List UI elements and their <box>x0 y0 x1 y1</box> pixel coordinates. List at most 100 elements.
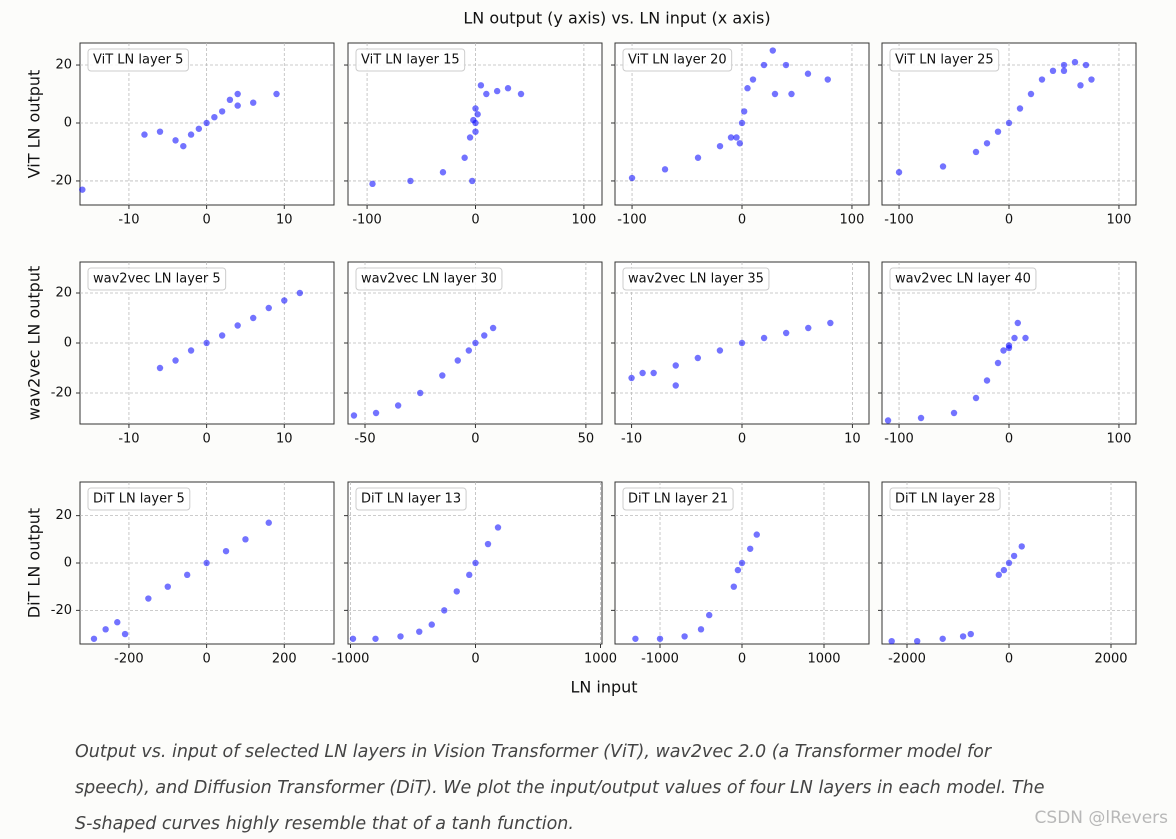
scatter-point <box>740 108 748 115</box>
scatter-point <box>1010 552 1018 560</box>
scatter-point <box>888 637 895 645</box>
x-tick-label: -50 <box>354 432 375 447</box>
scatter-point <box>1005 119 1013 127</box>
scatter-point <box>661 166 669 173</box>
scatter-point <box>218 108 226 115</box>
scatter-point <box>466 571 473 579</box>
scatter-point <box>472 339 479 347</box>
x-tick-label: -100 <box>352 213 382 228</box>
panel-title: ViT LN layer 5 <box>93 53 183 68</box>
scatter-point <box>716 347 724 354</box>
scatter-point <box>769 47 776 54</box>
x-tick-label: 0 <box>202 652 210 667</box>
x-tick-label: 0 <box>738 432 746 447</box>
scatter-point <box>983 377 991 384</box>
scatter-point <box>730 583 738 590</box>
x-tick-label: 0 <box>1005 213 1013 228</box>
figure-title: LN output (y axis) vs. LN input (x axis) <box>463 9 770 28</box>
scatter-point <box>913 637 921 645</box>
scatter-point <box>222 547 230 555</box>
scatter-point <box>972 148 980 156</box>
panel-title: DiT LN layer 28 <box>895 492 995 507</box>
y-tick-label: 0 <box>64 556 72 571</box>
scatter-point <box>226 96 234 104</box>
scatter-point <box>950 409 958 417</box>
caption-line: Output vs. input of selected LN layers i… <box>75 742 992 762</box>
scatter-point <box>439 372 446 379</box>
scatter-point <box>483 90 490 98</box>
scatter-point <box>1049 67 1057 75</box>
scatter-point <box>1082 61 1090 69</box>
x-tick-label: 10 <box>844 432 861 447</box>
x-tick-label: -100 <box>884 432 914 447</box>
scatter-point <box>782 61 790 69</box>
x-tick-label: -1000 <box>332 652 370 667</box>
scatter-point <box>939 635 946 642</box>
scatter-point <box>656 635 664 642</box>
scatter-point <box>706 611 713 619</box>
x-tick-label: -1000 <box>641 652 679 667</box>
scatter-point <box>234 322 241 329</box>
x-tick-label: 0 <box>738 652 746 667</box>
scatter-point <box>114 619 121 626</box>
panel: -100 0 100 ViT LN layer 15 <box>344 42 603 228</box>
scatter-point <box>738 339 746 347</box>
scatter-point <box>250 99 257 106</box>
x-tick-label: 200 <box>272 652 297 667</box>
panel-title: DiT LN layer 13 <box>361 492 461 507</box>
scatter-point <box>156 128 164 135</box>
scatter-point <box>632 635 639 642</box>
x-tick-label: 10 <box>276 432 293 447</box>
scatter-point <box>172 357 179 364</box>
scatter-point <box>628 174 636 182</box>
scatter-point <box>1000 566 1008 574</box>
scatter-point <box>250 314 257 322</box>
scatter-point <box>994 359 1002 367</box>
scatter-point <box>195 125 203 132</box>
scatter-point <box>372 635 379 642</box>
scatter-point <box>504 85 512 92</box>
scatter-point <box>939 163 947 170</box>
scatter-point <box>242 536 249 543</box>
panel-title-box <box>355 267 503 291</box>
x-tick-label: 0 <box>1005 652 1013 667</box>
y-tick-label: 20 <box>55 508 72 523</box>
scatter-point <box>466 134 474 141</box>
scatter-point <box>397 633 404 640</box>
scatter-point <box>1060 67 1068 75</box>
scatter-point <box>697 626 705 633</box>
scatter-point <box>203 559 210 567</box>
panel: -10 0 10 -20 0 20 ViT LN layer 5 <box>51 42 335 228</box>
scatter-point <box>995 571 1002 579</box>
scatter-point <box>994 128 1002 135</box>
scatter-point <box>416 628 423 635</box>
scatter-point <box>187 347 195 354</box>
x-tick-label: 10 <box>276 213 293 228</box>
scatter-point <box>273 90 280 98</box>
x-tick-label: 100 <box>571 213 596 228</box>
scatter-point <box>156 364 164 372</box>
x-tick-label: 0 <box>471 652 479 667</box>
scatter-point <box>481 332 488 339</box>
x-axis-label: LN input <box>570 678 637 697</box>
x-tick-label: -100 <box>884 213 914 228</box>
scatter-point <box>472 105 479 112</box>
x-tick-label: 100 <box>1107 213 1132 228</box>
scatter-point <box>234 90 241 98</box>
panel: -10 0 10 -20 0 20 wav2vec LN layer 5 <box>51 261 335 447</box>
panel-title: wav2vec LN layer 35 <box>628 272 764 287</box>
x-tick-label: 0 <box>738 213 746 228</box>
watermark: CSDN @lRevers <box>1034 808 1168 828</box>
x-tick-label: 1000 <box>807 652 840 667</box>
scatter-point <box>727 134 735 141</box>
panel-title: wav2vec LN layer 30 <box>361 272 497 287</box>
panel-title: DiT LN layer 21 <box>628 492 728 507</box>
panel-title-box <box>87 267 227 291</box>
caption-line: S-shaped curves highly resemble that of … <box>75 814 574 834</box>
panel: -10 0 10 wav2vec LN layer 35 <box>611 261 870 447</box>
scatter-point <box>145 595 152 602</box>
panel-title-box <box>622 267 770 291</box>
scatter-point <box>639 369 646 377</box>
x-tick-label: -10 <box>118 213 139 228</box>
